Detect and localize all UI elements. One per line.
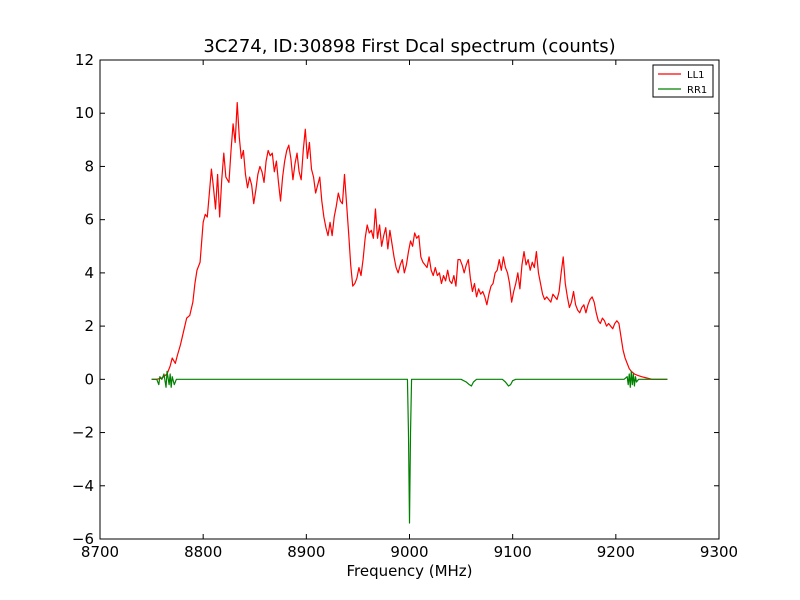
y-tick-label: 6 — [84, 211, 94, 229]
x-tick-label: 9200 — [597, 543, 635, 561]
legend-label-rr1: RR1 — [687, 85, 707, 96]
y-tick-label: 2 — [84, 317, 94, 335]
y-tick-label: 4 — [84, 264, 94, 282]
x-tick-label: 8900 — [287, 543, 325, 561]
y-tick-label: 0 — [84, 370, 94, 388]
x-axis-label: Frequency (MHz) — [346, 562, 472, 580]
legend-box — [652, 64, 714, 98]
x-axis: 8700 8800 8900 9000 9100 9200 9300 — [81, 60, 738, 561]
x-tick-label: 8800 — [184, 543, 222, 561]
y-tick-label: −4 — [72, 477, 94, 495]
y-tick-label: −6 — [72, 530, 94, 548]
series-line-ll1 — [151, 101, 668, 380]
y-tick-label: 10 — [75, 104, 94, 122]
legend-label-ll1: LL1 — [687, 70, 705, 81]
y-tick-label: −2 — [72, 424, 94, 442]
plot-area — [100, 60, 719, 539]
y-tick-label: 8 — [84, 157, 94, 175]
y-axis: −6 −4 −2 0 2 4 6 8 10 12 — [72, 51, 719, 548]
series-layer — [151, 101, 668, 524]
x-tick-label: 8700 — [81, 543, 119, 561]
x-tick-label: 9000 — [390, 543, 428, 561]
chart-title: 3C274, ID:30898 First Dcal spectrum (cou… — [203, 36, 615, 57]
x-tick-label: 9100 — [494, 543, 532, 561]
series-line-rr1 — [151, 370, 668, 524]
x-tick-label: 9300 — [700, 543, 738, 561]
y-tick-label: 12 — [75, 51, 94, 69]
